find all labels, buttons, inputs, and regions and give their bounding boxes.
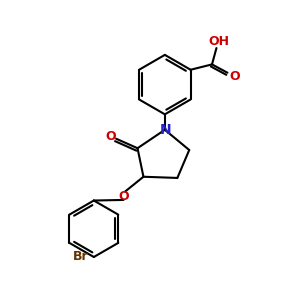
Text: O: O <box>106 130 116 143</box>
Text: Br: Br <box>73 250 88 263</box>
Text: OH: OH <box>208 35 229 48</box>
Text: N: N <box>160 123 171 137</box>
Text: O: O <box>230 70 240 83</box>
Text: O: O <box>118 190 129 203</box>
